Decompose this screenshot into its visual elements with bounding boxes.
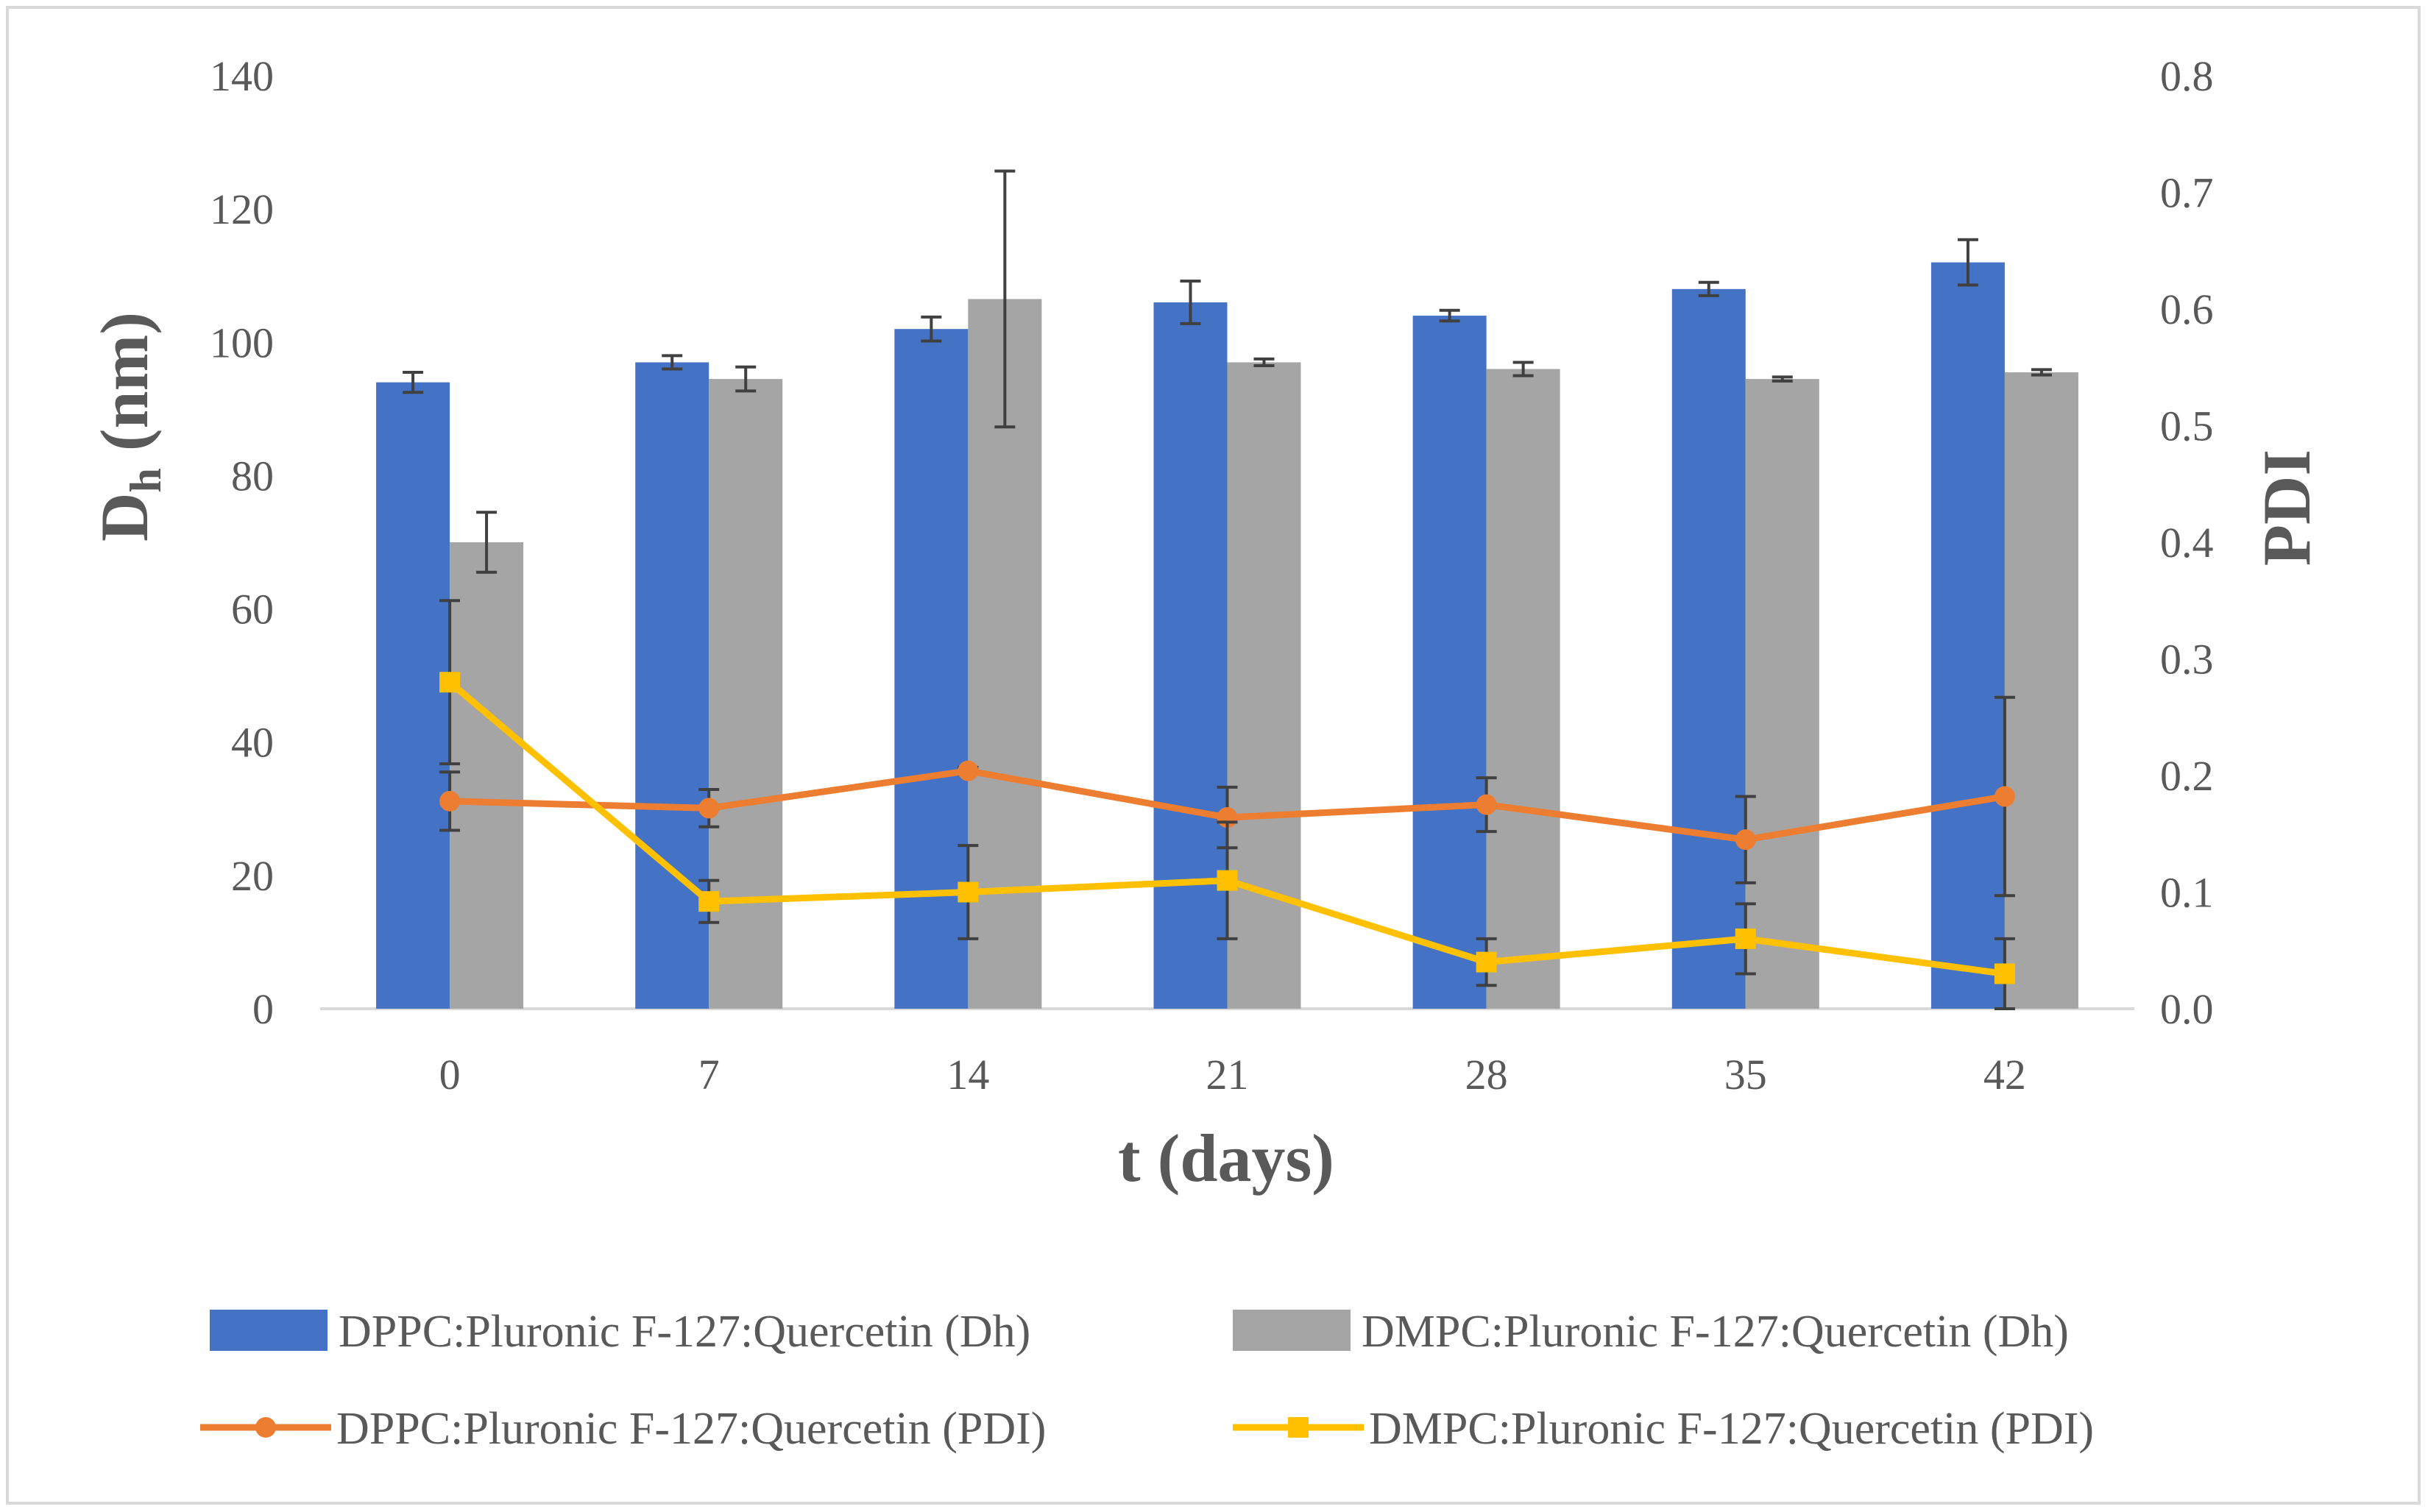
bar-dppc-dh — [894, 329, 969, 1009]
legend-item-4: DMPC:Pluronic F-127:Quercetin (PDI) — [1233, 1404, 2094, 1454]
legend-item-3: DPPC:Pluronic F-127:Quercetin (PDI) — [200, 1404, 1046, 1454]
bar-error-bar — [403, 371, 424, 394]
legend-label: DPPC:Pluronic F-127:Quercetin (Dh) — [339, 1307, 1030, 1357]
y-axis-title-main: D — [87, 493, 162, 542]
x-axis-title: t (days) — [1118, 1121, 1334, 1196]
bar-error-bar — [476, 511, 498, 574]
bar-dppc-dh — [1930, 262, 2005, 1009]
x-tick-label: 14 — [946, 1051, 989, 1098]
tick-layer: 0204060801001201400.00.10.20.30.40.50.60… — [210, 52, 2214, 1098]
legend-swatch — [1233, 1310, 1351, 1351]
bar-dppc-dh — [1153, 302, 1228, 1009]
legend-label: DPPC:Pluronic F-127:Quercetin (PDI) — [336, 1404, 1046, 1454]
bar-dppc-dh — [635, 362, 709, 1009]
y-axis-title: Dh (nm) — [87, 312, 170, 542]
y2-tick-label: 0.6 — [2160, 285, 2214, 333]
bar-error-bar — [1957, 238, 1978, 287]
y-tick-label: 20 — [231, 852, 274, 900]
x-tick-label: 42 — [1983, 1051, 2026, 1098]
bar-error-bar — [921, 315, 942, 343]
point-dppc-pdi — [1735, 829, 1756, 851]
y2-tick-label: 0.0 — [2160, 985, 2214, 1033]
y-axis-title-unit: (nm) — [87, 312, 162, 468]
point-dmpc-pdi — [1476, 951, 1497, 973]
legend-swatch — [210, 1310, 328, 1351]
legend-item-2: DMPC:Pluronic F-127:Quercetin (Dh) — [1233, 1307, 2069, 1357]
y-tick-label: 100 — [210, 319, 274, 366]
line-layer — [439, 599, 2015, 1010]
y-tick-label: 80 — [231, 452, 274, 500]
y2-axis-title: PDI — [2249, 450, 2324, 566]
point-dmpc-pdi — [1994, 963, 2015, 984]
x-tick-label: 0 — [439, 1051, 461, 1098]
legend-label: DMPC:Pluronic F-127:Quercetin (PDI) — [1369, 1404, 2094, 1454]
legend-item-1: DPPC:Pluronic F-127:Quercetin (Dh) — [210, 1307, 1030, 1357]
legend-marker — [255, 1417, 276, 1438]
bar-dmpc-dh — [1745, 379, 1819, 1009]
point-dmpc-pdi — [1735, 928, 1756, 949]
y2-tick-label: 0.4 — [2160, 519, 2214, 567]
y2-tick-label: 0.3 — [2160, 636, 2214, 684]
bar-error-bar — [1698, 280, 1719, 297]
y-tick-label: 60 — [231, 586, 274, 633]
y-tick-label: 120 — [210, 185, 274, 233]
y2-tick-label: 0.8 — [2160, 52, 2214, 100]
bar-error-bar — [1253, 357, 1275, 367]
y-tick-label: 40 — [231, 719, 274, 767]
y2-tick-label: 0.1 — [2160, 869, 2214, 917]
y2-tick-label: 0.7 — [2160, 169, 2214, 217]
point-dmpc-pdi — [439, 672, 461, 693]
bar-error-bar — [1180, 279, 1201, 325]
y-axis-title-subscript: h — [121, 468, 170, 492]
point-dmpc-pdi — [958, 881, 979, 903]
bar-dppc-dh — [376, 382, 450, 1009]
point-dppc-pdi — [439, 790, 461, 812]
bar-dppc-dh — [1671, 288, 1746, 1009]
bar-dmpc-dh — [1227, 362, 1301, 1009]
x-tick-label: 21 — [1206, 1051, 1249, 1098]
y-tick-label: 0 — [252, 985, 274, 1033]
point-dmpc-pdi — [698, 891, 720, 912]
bar-error-bar — [994, 169, 1016, 429]
point-dmpc-pdi — [1217, 870, 1238, 891]
y-tick-label: 140 — [210, 52, 274, 100]
x-tick-label: 7 — [698, 1051, 720, 1098]
y2-tick-label: 0.5 — [2160, 402, 2214, 450]
point-dppc-pdi — [698, 798, 720, 819]
y2-tick-label: 0.2 — [2160, 752, 2214, 800]
legend: DPPC:Pluronic F-127:Quercetin (Dh) DMPC:P… — [200, 1307, 2094, 1454]
point-dppc-pdi — [1476, 794, 1497, 815]
bar-error-bar — [735, 365, 757, 393]
bar-error-bar — [2031, 368, 2052, 377]
point-dppc-pdi — [958, 760, 979, 781]
bar-dmpc-dh — [709, 379, 783, 1009]
legend-marker — [1288, 1417, 1309, 1438]
bar-error-bar — [1439, 308, 1460, 323]
legend-label: DMPC:Pluronic F-127:Quercetin (Dh) — [1362, 1307, 2069, 1357]
bar-dmpc-dh — [450, 542, 524, 1009]
x-tick-label: 28 — [1465, 1051, 1508, 1098]
x-tick-label: 35 — [1724, 1051, 1767, 1098]
bar-error-bar — [662, 354, 683, 371]
bar-dmpc-dh — [2004, 372, 2078, 1009]
point-dppc-pdi — [1994, 786, 2015, 807]
bar-dppc-dh — [1412, 316, 1487, 1009]
bar-error-bar — [1772, 375, 1793, 383]
bar-error-bar — [1512, 361, 1534, 377]
bar-dmpc-dh — [1486, 369, 1560, 1009]
